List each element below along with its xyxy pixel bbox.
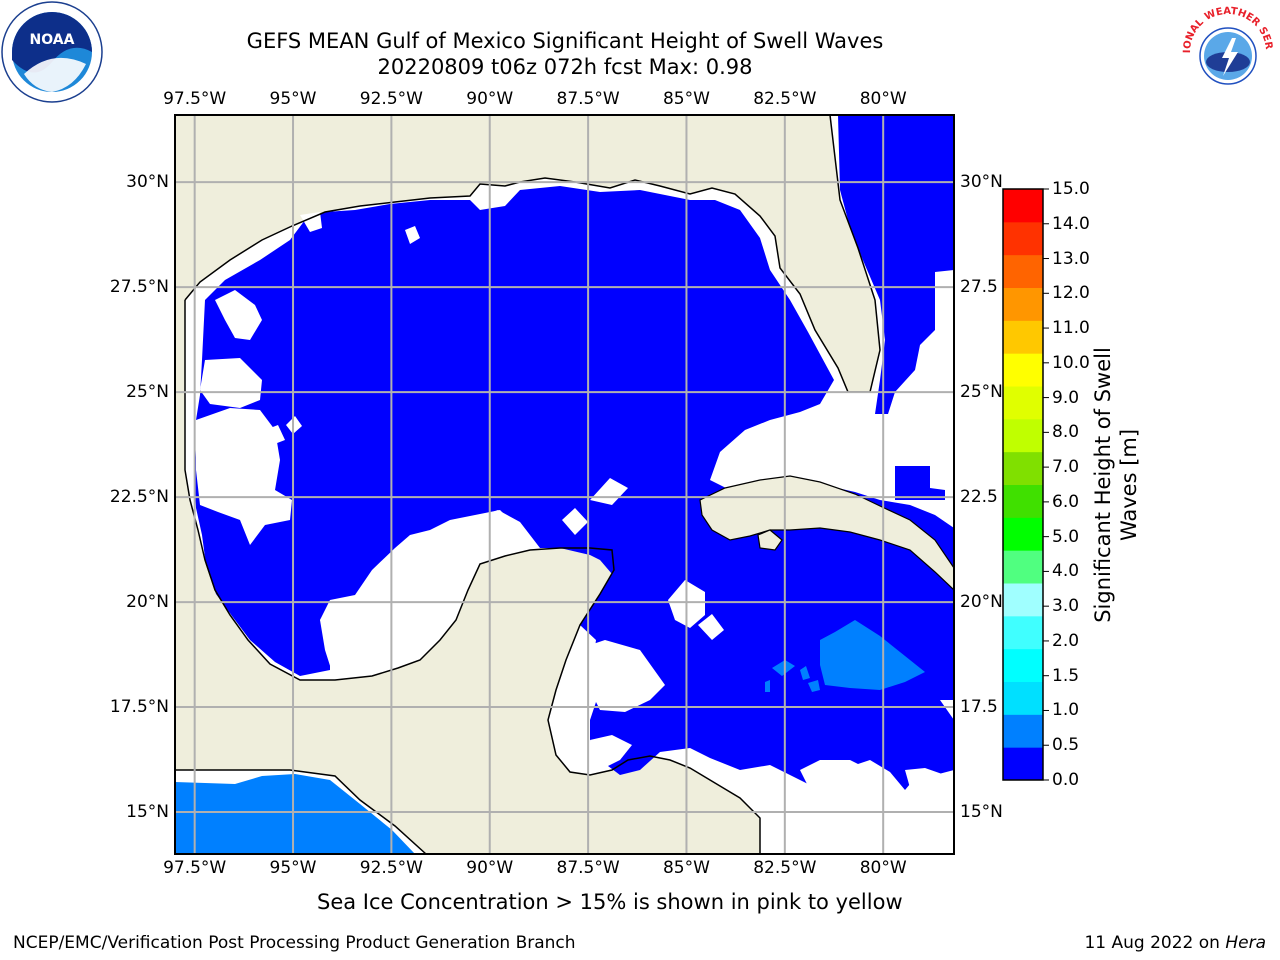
lat-tick-label-right: 17.5: [960, 697, 998, 718]
lat-tick-label-left: 25°N: [126, 382, 169, 403]
lat-tick-label-right: 27.5: [960, 277, 998, 298]
colorbar-tick-label: 14.0: [1052, 213, 1090, 234]
colorbar-tick-label: 10.0: [1052, 352, 1090, 373]
colorbar-tick-label: 1.5: [1052, 665, 1080, 686]
colorbar-tick-label: 13.0: [1052, 248, 1090, 269]
colorbar-tick-label: 11.0: [1052, 318, 1090, 339]
lat-tick-label-right: 25°N: [960, 382, 1003, 403]
lon-tick-label-bottom: 80°W: [859, 858, 907, 878]
colorbar-tick-label: 3.0: [1052, 596, 1080, 617]
lon-tick-label-bottom: 82.5°W: [753, 858, 817, 878]
gridlines: [175, 115, 954, 854]
colorbar-title: Significant Height of Swell Waves [m]: [1090, 347, 1142, 623]
colorbar-tick-label: 6.0: [1052, 491, 1080, 512]
nws-logo: NATIONAL WEATHER SERVICE: [1172, 0, 1277, 101]
swell-patch-05-10-2: [772, 660, 795, 676]
chart-subtitle: 20220809 t06z 072h fcst Max: 0.98: [377, 55, 753, 79]
gap-caribbean-2: [698, 614, 724, 640]
swell-field-atlantic: [838, 115, 954, 414]
lon-tick-label-top: 95°W: [269, 89, 317, 109]
lon-tick-label-top: 97.5°W: [163, 89, 227, 109]
lon-tick-label-bottom: 97.5°W: [163, 858, 227, 878]
colorbar-tick-label: 15.0: [1052, 179, 1090, 199]
colorbar-tick-label: 1.0: [1052, 700, 1080, 721]
colorbar-tick-label: 9.0: [1052, 387, 1080, 408]
lat-tick-label-left: 27.5°N: [109, 277, 169, 298]
gap-yucatan-n: [590, 478, 628, 505]
lon-tick-label-top: 92.5°W: [359, 89, 423, 109]
noaa-logo-text: NOAA: [30, 32, 75, 48]
swell-field-caribbean-east: [895, 466, 945, 500]
swell-patch-05-10-3: [800, 666, 810, 680]
swell-patch-05-10-5: [765, 680, 770, 692]
host-text: Hera: [1225, 933, 1266, 953]
colorbar-tick-label: 0.0: [1052, 770, 1080, 790]
colorbar-tick-label: 8.0: [1052, 422, 1080, 443]
colorbar-tick-label: 0.5: [1052, 735, 1080, 756]
lat-tick-label-left: 20°N: [126, 592, 169, 613]
lon-tick-label-top: 82.5°W: [753, 89, 817, 109]
pacific-swell-area: [175, 774, 415, 854]
lat-tick-label-right: 20°N: [960, 592, 1003, 613]
colorbar-tick-label: 12.0: [1052, 283, 1090, 304]
swell-patch-05-10-main: [820, 620, 925, 690]
gap-n-gulf-2: [405, 226, 420, 244]
lon-tick-label-top: 80°W: [859, 89, 907, 109]
lat-tick-label-left: 22.5°N: [109, 487, 169, 508]
gap-w-gulf-2: [200, 358, 262, 408]
colorbar-title-line2: Waves [m]: [1117, 428, 1141, 542]
colorbar-tick-label: 5.0: [1052, 526, 1080, 547]
credit-line: NCEP/EMC/Verification Post Processing Pr…: [13, 933, 576, 953]
land-isla-juventud: [757, 529, 783, 551]
lat-tick-label-right: 15°N: [960, 802, 1003, 822]
noaa-logo: NOAA: [1, 1, 103, 103]
lat-tick-label-right: 30°N: [960, 172, 1003, 193]
coastline-pacific: [175, 769, 427, 854]
lon-tick-label-top: 87.5°W: [556, 89, 620, 109]
lon-tick-label-bottom: 95°W: [269, 858, 317, 878]
land-cuba: [699, 475, 954, 591]
lat-tick-label-left: 15°N: [126, 802, 169, 822]
swell-field-main: [194, 186, 954, 790]
colorbar-tick-label: 2.0: [1052, 630, 1080, 651]
gap-n-gulf-1: [300, 212, 322, 232]
gap-honduras: [590, 735, 632, 770]
date-text: 11 Aug 2022 on: [1084, 933, 1220, 953]
gap-south-1: [800, 760, 870, 795]
lat-tick-label-left: 17.5°N: [109, 697, 169, 718]
gap-w-gulf-3: [196, 408, 292, 545]
gap-w-gulf-4: [265, 425, 285, 445]
colorbar-tick-label: 7.0: [1052, 457, 1080, 478]
gap-yucatan-east: [590, 640, 665, 712]
map-frame: [174, 114, 955, 855]
colorbar-title-line1: Significant Height of Swell: [1091, 347, 1115, 623]
gap-south-2: [905, 768, 945, 795]
swell-patch-05-10-4: [808, 680, 820, 692]
lon-tick-label-bottom: 92.5°W: [359, 858, 423, 878]
coastline-mexico: [184, 300, 761, 854]
gap-bay-campeche: [320, 510, 510, 675]
gap-yucatan-2: [562, 508, 588, 535]
date-line: 11 Aug 2022 on Hera: [1084, 933, 1266, 953]
chart-title: GEFS MEAN Gulf of Mexico Significant Hei…: [246, 29, 884, 53]
lon-tick-label-bottom: 87.5°W: [556, 858, 620, 878]
lat-tick-label-left: 30°N: [126, 172, 169, 193]
lon-tick-label-bottom: 85°W: [662, 858, 710, 878]
lat-tick-label-right: 22.5: [960, 487, 998, 508]
lon-tick-label-top: 90°W: [466, 89, 514, 109]
gap-w-gulf-1: [215, 290, 262, 340]
lon-tick-label-top: 85°W: [662, 89, 710, 109]
sea-ice-footnote: Sea Ice Concentration > 15% is shown in …: [317, 890, 903, 914]
colorbar-tick-label: 4.0: [1052, 561, 1080, 582]
lon-tick-label-bottom: 90°W: [466, 858, 514, 878]
